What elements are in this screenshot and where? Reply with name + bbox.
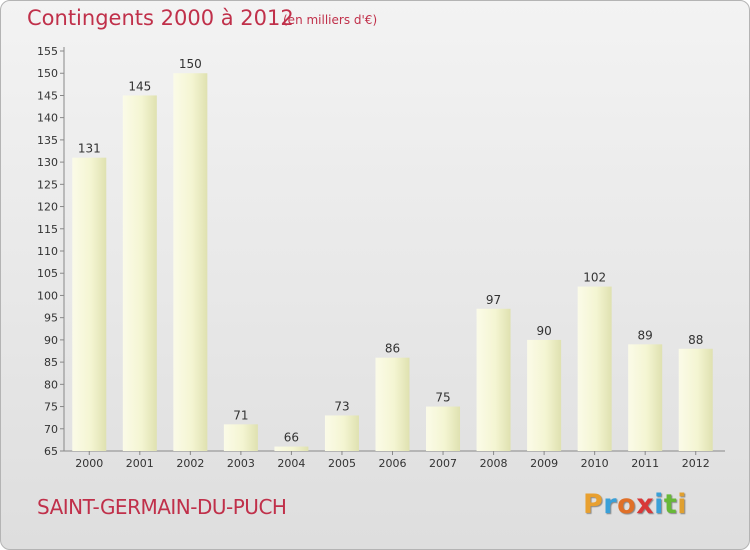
x-tick-label: 2006 — [379, 457, 407, 470]
y-tick-label: 130 — [37, 156, 58, 169]
bar — [527, 339, 562, 451]
y-tick-label: 70 — [44, 423, 58, 436]
bar-value-label: 89 — [638, 328, 653, 342]
bar-value-label: 131 — [78, 142, 101, 156]
logo-letter: o — [617, 489, 637, 520]
bar-value-label: 102 — [583, 271, 606, 285]
bar-value-label: 71 — [233, 408, 248, 422]
bar-value-label: 97 — [486, 293, 501, 307]
x-tick-label: 2008 — [480, 457, 508, 470]
proxiti-logo: Proxiti — [583, 489, 687, 520]
bar-value-label: 145 — [128, 79, 151, 93]
x-tick-label: 2012 — [682, 457, 710, 470]
y-tick-label: 75 — [44, 401, 58, 414]
logo-letter: i — [654, 489, 664, 520]
x-tick-label: 2009 — [530, 457, 558, 470]
x-tick-label: 2004 — [277, 457, 305, 470]
y-tick-label: 85 — [44, 356, 58, 369]
y-tick-label: 125 — [37, 178, 58, 191]
y-tick-label: 155 — [37, 45, 58, 58]
y-tick-label: 110 — [37, 245, 58, 258]
commune-name: SAINT-GERMAIN-DU-PUCH — [37, 495, 287, 519]
y-tick-label: 65 — [44, 445, 58, 458]
bar — [375, 357, 410, 451]
x-tick-label: 2005 — [328, 457, 356, 470]
bar — [274, 446, 309, 451]
bar — [122, 95, 157, 451]
y-tick-label: 150 — [37, 67, 58, 80]
bar-value-label: 88 — [688, 333, 703, 347]
bar — [72, 157, 107, 451]
bar-value-label: 73 — [334, 399, 349, 413]
bar — [577, 286, 612, 451]
bar-value-label: 66 — [284, 431, 299, 445]
y-tick-label: 140 — [37, 112, 58, 125]
bar — [678, 348, 713, 451]
logo-letter: P — [583, 489, 604, 520]
bar — [426, 406, 461, 451]
bar — [324, 415, 359, 451]
bar-value-label: 75 — [435, 391, 450, 405]
y-tick-label: 90 — [44, 334, 58, 347]
bar-value-label: 150 — [179, 57, 202, 71]
bar-value-label: 86 — [385, 342, 400, 356]
logo-letter: r — [603, 489, 618, 520]
bar — [223, 424, 258, 451]
logo-letter: i — [677, 489, 688, 520]
chart-title: Contingents 2000 à 2012 — [27, 6, 294, 30]
bar — [173, 73, 208, 451]
logo-letter: t — [663, 489, 678, 520]
y-tick-label: 100 — [37, 289, 58, 302]
y-tick-label: 80 — [44, 378, 58, 391]
bar-value-label: 90 — [536, 324, 551, 338]
x-tick-label: 2001 — [126, 457, 154, 470]
bar — [628, 344, 663, 451]
x-tick-label: 2010 — [581, 457, 609, 470]
y-tick-label: 145 — [37, 89, 58, 102]
y-tick-label: 95 — [44, 312, 58, 325]
x-tick-label: 2011 — [631, 457, 659, 470]
y-tick-label: 115 — [37, 223, 58, 236]
y-tick-label: 120 — [37, 201, 58, 214]
y-tick-label: 105 — [37, 267, 58, 280]
x-tick-label: 2000 — [75, 457, 103, 470]
y-tick-label: 135 — [37, 134, 58, 147]
x-tick-label: 2007 — [429, 457, 457, 470]
x-tick-label: 2002 — [176, 457, 204, 470]
x-tick-label: 2003 — [227, 457, 255, 470]
bar — [476, 308, 511, 451]
logo-letter: x — [636, 489, 655, 520]
chart-subtitle: (en milliers d'€) — [283, 13, 378, 27]
